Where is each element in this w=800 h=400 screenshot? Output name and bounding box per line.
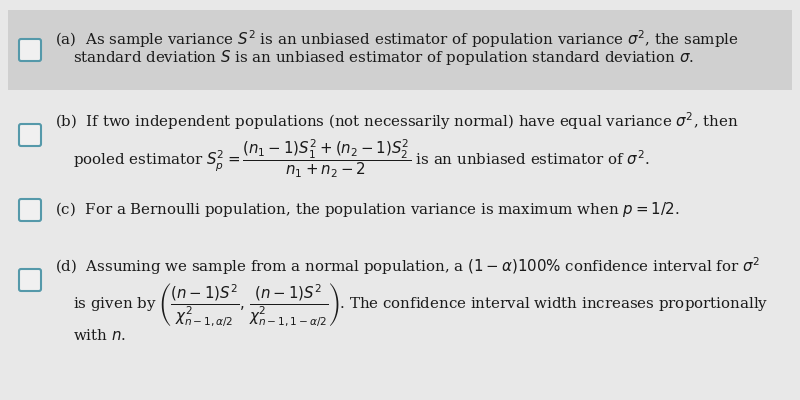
Text: pooled estimator $S_p^2 = \dfrac{(n_1-1)S_1^2+(n_2-1)S_2^2}{n_1+n_2-2}$ is an un: pooled estimator $S_p^2 = \dfrac{(n_1-1)… [73,137,650,180]
FancyBboxPatch shape [8,10,792,90]
Text: with $n$.: with $n$. [73,328,126,343]
Text: is given by $\left(\dfrac{(n-1)S^2}{\chi^2_{n-1,\alpha/2}},\, \dfrac{(n-1)S^2}{\: is given by $\left(\dfrac{(n-1)S^2}{\chi… [73,282,768,329]
Text: standard deviation $S$ is an unbiased estimator of population standard deviation: standard deviation $S$ is an unbiased es… [73,48,694,67]
FancyBboxPatch shape [19,269,41,291]
FancyBboxPatch shape [19,199,41,221]
Text: (a)  As sample variance $S^2$ is an unbiased estimator of population variance $\: (a) As sample variance $S^2$ is an unbia… [55,28,738,50]
Text: (c)  For a Bernoulli population, the population variance is maximum when $p = 1/: (c) For a Bernoulli population, the popu… [55,200,680,219]
FancyBboxPatch shape [19,124,41,146]
Text: (d)  Assuming we sample from a normal population, a $(1-\alpha)100\%$ confidence: (d) Assuming we sample from a normal pop… [55,255,760,277]
FancyBboxPatch shape [19,39,41,61]
Text: (b)  If two independent populations (not necessarily normal) have equal variance: (b) If two independent populations (not … [55,110,738,132]
